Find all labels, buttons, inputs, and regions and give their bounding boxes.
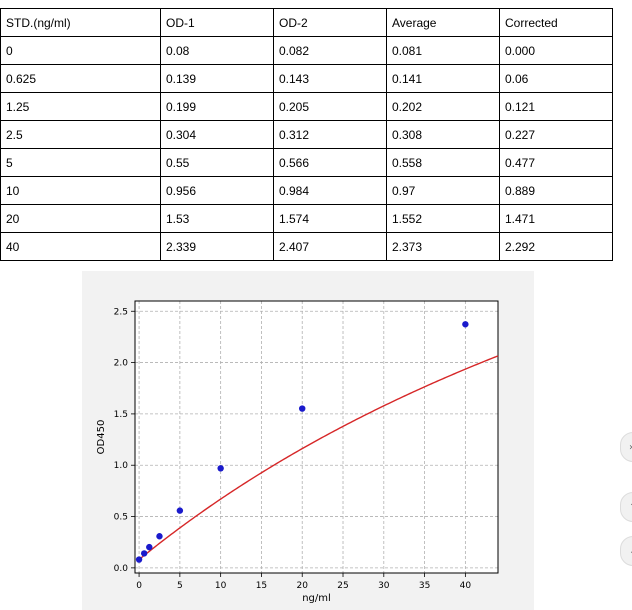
- x-tick-label: 30: [378, 581, 390, 591]
- table-cell: 0.625: [0, 64, 161, 93]
- x-tick-label: 20: [296, 581, 308, 591]
- standards-table: STD.(ng/ml) OD-1 OD-2 Average Corrected …: [0, 8, 613, 261]
- x-tick-label: 40: [460, 581, 472, 591]
- plot-area: [135, 301, 498, 573]
- table-cell: 0: [0, 36, 161, 65]
- arrow-icon[interactable]: ↓: [620, 536, 632, 566]
- table-cell: 0.304: [160, 120, 274, 149]
- table-cell: 0.139: [160, 64, 274, 93]
- table-row: 5 0.55 0.566 0.558 0.477: [0, 148, 613, 177]
- y-axis-label: OD450: [96, 420, 107, 455]
- header-average: Average: [386, 8, 500, 37]
- x-tick-label: 10: [215, 581, 227, 591]
- table-cell: 0.558: [386, 148, 500, 177]
- table-cell: 5: [0, 148, 161, 177]
- table-cell: 0.06: [499, 64, 613, 93]
- chevron-icon[interactable]: ›: [620, 432, 632, 462]
- chart-svg: 0 5 10 15 20 25 30 35 40 0.0 0.5 1.0 1.5 2.0 2.5 ng/ml O…: [96, 300, 499, 604]
- table-cell: 2.292: [499, 232, 613, 261]
- table-cell: 1.574: [273, 204, 387, 233]
- table-row: 10 0.956 0.984 0.97 0.889: [0, 176, 613, 205]
- header-od2: OD-2: [273, 8, 387, 37]
- table-cell: 1.471: [499, 204, 613, 233]
- table-cell: 0.477: [499, 148, 613, 177]
- table-cell: 10: [0, 176, 161, 205]
- x-tick-label: 15: [256, 581, 267, 591]
- table-cell: 0.143: [273, 64, 387, 93]
- table-cell: 0.956: [160, 176, 274, 205]
- table-row: 0.625 0.139 0.143 0.141 0.06: [0, 64, 613, 93]
- table-cell: 0.141: [386, 64, 500, 93]
- table-row: 0 0.08 0.082 0.081 0.000: [0, 36, 613, 65]
- arrow-icon[interactable]: ↑: [620, 492, 632, 522]
- x-tick-label: 35: [419, 581, 430, 591]
- table-cell: 0.205: [273, 92, 387, 121]
- y-tick-label: 1.0: [114, 461, 129, 471]
- x-axis-label: ng/ml: [302, 593, 331, 604]
- table-row: 2.5 0.304 0.312 0.308 0.227: [0, 120, 613, 149]
- table-cell: 0.984: [273, 176, 387, 205]
- header-od1: OD-1: [160, 8, 274, 37]
- data-point: [140, 550, 148, 557]
- table-cell: 0.081: [386, 36, 500, 65]
- y-tick-label: 2.5: [114, 307, 128, 317]
- table-cell: 0.08: [160, 36, 274, 65]
- table-cell: 2.407: [273, 232, 387, 261]
- header-std: STD.(ng/ml): [0, 8, 161, 37]
- data-point: [299, 405, 306, 412]
- table-cell: 0.566: [273, 148, 387, 177]
- y-tick-label: 0.5: [114, 513, 128, 523]
- table-cell: 0.121: [499, 92, 613, 121]
- x-tick-label: 0: [136, 581, 142, 591]
- y-tick-label: 0.0: [114, 564, 129, 574]
- data-point: [146, 543, 153, 551]
- data-point: [176, 507, 184, 514]
- data-point: [156, 533, 163, 540]
- table-cell: 2.373: [386, 232, 500, 261]
- data-point: [217, 465, 224, 472]
- table-row: 20 1.53 1.574 1.552 1.471: [0, 204, 613, 233]
- table-cell: 1.53: [160, 204, 274, 233]
- table-cell: 1.25: [0, 92, 161, 121]
- table-cell: 40: [0, 232, 161, 261]
- table-cell: 0.082: [273, 36, 387, 65]
- table-cell: 0.55: [160, 148, 274, 177]
- table-cell: 0.97: [386, 176, 500, 205]
- table-row: 1.25 0.199 0.205 0.202 0.121: [0, 92, 613, 121]
- table-cell: 0.202: [386, 92, 500, 121]
- table-cell: 0.227: [499, 120, 613, 149]
- y-tick-label: 2.0: [114, 359, 129, 369]
- table-body: 0 0.08 0.082 0.081 0.000 0.625 0.139 0.143 0.141…: [0, 36, 613, 261]
- standard-curve-plot: 0 5 10 15 20 25 30 35 40 0.0 0.5 1.0 1.5 2.0 2.5 ng/ml O…: [82, 271, 534, 610]
- data-point: [462, 321, 469, 328]
- axes-frame: [134, 300, 499, 574]
- header-corrected: Corrected: [499, 8, 613, 37]
- table-cell: 0.312: [273, 120, 387, 149]
- table-cell: 2.339: [160, 232, 274, 261]
- x-tick-label: 5: [177, 581, 183, 591]
- table-cell: 2.5: [0, 120, 161, 149]
- table-cell: 0.308: [386, 120, 500, 149]
- table-cell: 0.199: [160, 92, 274, 121]
- table-cell: 1.552: [386, 204, 500, 233]
- x-tick-label: 25: [337, 581, 348, 591]
- fit-curve-line: [138, 355, 499, 561]
- table-cell: 20: [0, 204, 161, 233]
- table-cell: 0.889: [499, 176, 613, 205]
- table-row: 40 2.339 2.407 2.373 2.292: [0, 232, 613, 261]
- table-header-row: STD.(ng/ml) OD-1 OD-2 Average Corrected: [0, 8, 613, 37]
- table-cell: 0.000: [499, 36, 613, 65]
- data-point: [135, 556, 143, 563]
- y-tick-label: 1.5: [114, 410, 128, 420]
